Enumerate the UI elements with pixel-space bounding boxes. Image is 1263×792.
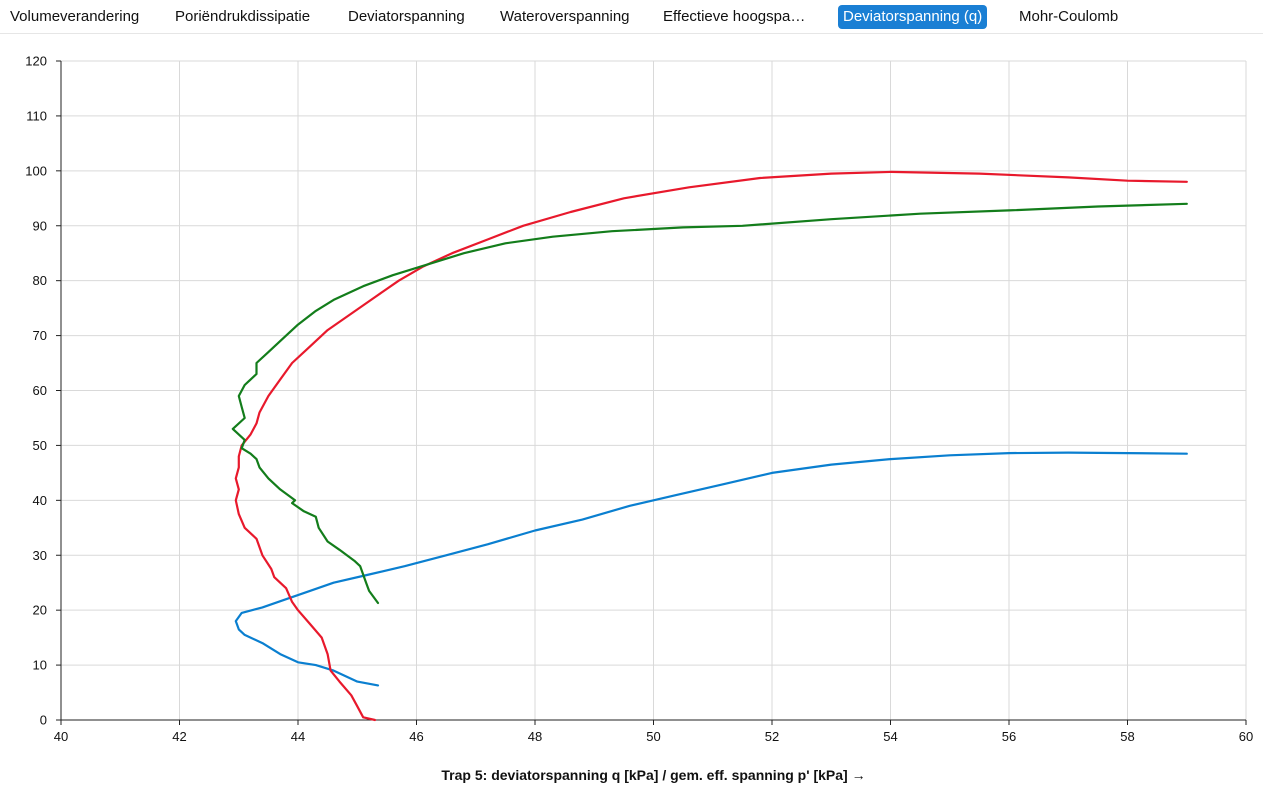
tab-mohr-coulomb[interactable]: Mohr-Coulomb	[1019, 8, 1119, 25]
y-tick-label: 20	[33, 603, 47, 618]
y-tick-label: 70	[33, 328, 47, 343]
x-tick-label: 44	[291, 729, 305, 744]
x-tick-label: 52	[765, 729, 779, 744]
x-tick-label: 54	[883, 729, 897, 744]
y-tick-label: 80	[33, 273, 47, 288]
series-line-2	[234, 170, 1188, 722]
y-tick-label: 10	[33, 658, 47, 673]
tab-deviatorspanning-q[interactable]: Deviatorspanning (q)	[838, 5, 988, 29]
y-tick-label: 100	[25, 163, 47, 178]
y-tick-label: 110	[26, 108, 47, 123]
y-tick-label: 50	[33, 438, 47, 453]
tab-poriendrukdissipatie[interactable]: Poriëndrukdissipatie	[175, 8, 311, 25]
chart: 40 42 44 46 48 50 52 54 56 58 60 0 10 20 30 40 50 60 70 80 9…	[25, 54, 1253, 784]
tab-bar: Volumeverandering Poriëndrukdissipatie D…	[0, 0, 1263, 34]
tab-wateroverspanning[interactable]: Wateroverspanning	[500, 8, 630, 25]
x-tick-label: 42	[172, 729, 186, 744]
chart-axes: 40 42 44 46 48 50 52 54 56 58 60 0 10 20 30 40 50 60 70 80 9…	[25, 54, 1253, 745]
chart-grid	[60, 60, 1247, 721]
series-line-1	[234, 451, 1188, 687]
x-tick-label: 60	[1239, 729, 1253, 744]
tab-deviatorspanning[interactable]: Deviatorspanning	[348, 8, 465, 25]
x-tick-label: 40	[54, 729, 68, 744]
tab-volumeverandering[interactable]: Volumeverandering	[10, 8, 140, 25]
series-line-3	[231, 202, 1188, 605]
y-tick-label: 60	[33, 383, 47, 398]
x-tick-label: 56	[1002, 729, 1016, 744]
y-tick-label: 40	[33, 493, 47, 508]
x-tick-label: 48	[528, 729, 542, 744]
x-tick-label: 58	[1120, 729, 1134, 744]
x-tick-label: 50	[646, 729, 660, 744]
y-tick-label: 120	[25, 54, 47, 69]
y-tick-label: 30	[33, 548, 47, 563]
x-axis-label: Trap 5: deviatorspanning q [kPa] / gem. …	[441, 767, 865, 783]
x-tick-label: 46	[409, 729, 423, 744]
y-tick-label: 0	[40, 713, 47, 728]
chart-series	[231, 170, 1188, 722]
tab-effectieve-hoogspanning[interactable]: Effectieve hoogspa…	[663, 8, 806, 25]
y-tick-label: 90	[33, 218, 47, 233]
